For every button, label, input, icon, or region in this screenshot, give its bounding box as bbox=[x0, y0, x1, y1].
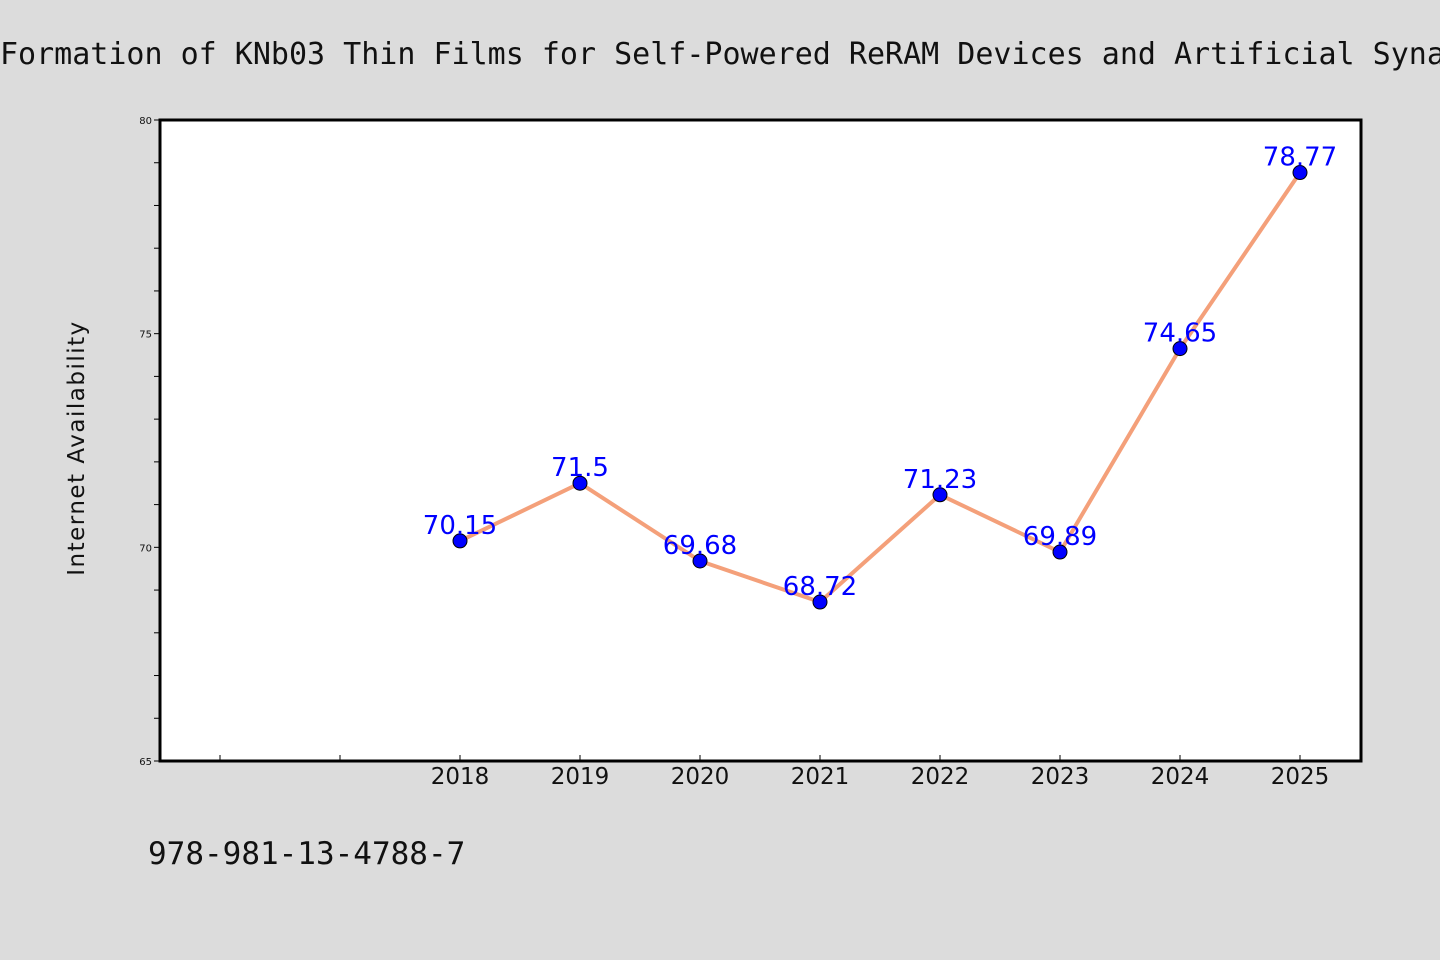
y-axis-label: Internet Availability bbox=[64, 320, 90, 576]
data-point bbox=[1052, 544, 1068, 560]
data-point bbox=[1172, 341, 1188, 357]
x-tick-label: 2021 bbox=[791, 764, 850, 790]
data-point bbox=[692, 553, 708, 569]
y-tick-label: 70 bbox=[139, 543, 152, 554]
y-axis: 65 70 75 80 bbox=[139, 116, 160, 768]
data-label: 78.77 bbox=[1263, 143, 1337, 173]
data-label: 69.89 bbox=[1023, 522, 1097, 552]
y-tick-label: 80 bbox=[139, 116, 152, 127]
data-point bbox=[932, 487, 948, 503]
data-point bbox=[812, 594, 828, 610]
x-tick-label: 2019 bbox=[551, 764, 610, 790]
y-tick-label: 75 bbox=[139, 330, 152, 341]
data-point bbox=[572, 475, 588, 491]
y-tick-label: 65 bbox=[139, 757, 152, 768]
data-label: 69.68 bbox=[663, 531, 737, 561]
data-point bbox=[452, 533, 468, 549]
series-line bbox=[458, 170, 1302, 605]
series-layer: 70.15 71.5 69.68 68.72 71.23 69.89 74.65 78.77 bbox=[423, 143, 1337, 610]
data-label: 70.15 bbox=[423, 511, 497, 541]
chart-title: Formation of KNb03 Thin Films for Self-P… bbox=[0, 37, 1440, 72]
x-axis: 2018 2019 2020 2021 2022 2023 2024 2025 bbox=[219, 755, 1330, 790]
isbn-text: 978-981-13-4788-7 bbox=[148, 836, 465, 872]
x-tick-label: 2018 bbox=[431, 764, 490, 790]
x-tick-label: 2025 bbox=[1271, 764, 1330, 790]
plot-area bbox=[158, 118, 1363, 763]
x-tick-label: 2023 bbox=[1031, 764, 1090, 790]
data-point bbox=[1292, 165, 1308, 181]
data-label: 68.72 bbox=[783, 572, 857, 602]
x-tick-label: 2024 bbox=[1151, 764, 1210, 790]
data-label: 71.23 bbox=[903, 465, 977, 495]
x-tick-label: 2020 bbox=[671, 764, 730, 790]
data-label: 74.65 bbox=[1143, 319, 1217, 349]
data-label: 71.5 bbox=[551, 453, 609, 483]
x-tick-label: 2022 bbox=[911, 764, 970, 790]
